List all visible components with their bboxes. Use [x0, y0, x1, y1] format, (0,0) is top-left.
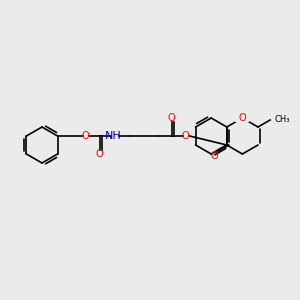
Text: O: O — [82, 131, 89, 141]
Text: O: O — [182, 131, 189, 141]
Text: CH₃: CH₃ — [274, 116, 289, 124]
Text: O: O — [168, 113, 176, 123]
Text: O: O — [238, 113, 246, 123]
Text: NH: NH — [105, 131, 122, 141]
Text: O: O — [96, 149, 104, 159]
Text: O: O — [211, 151, 218, 161]
